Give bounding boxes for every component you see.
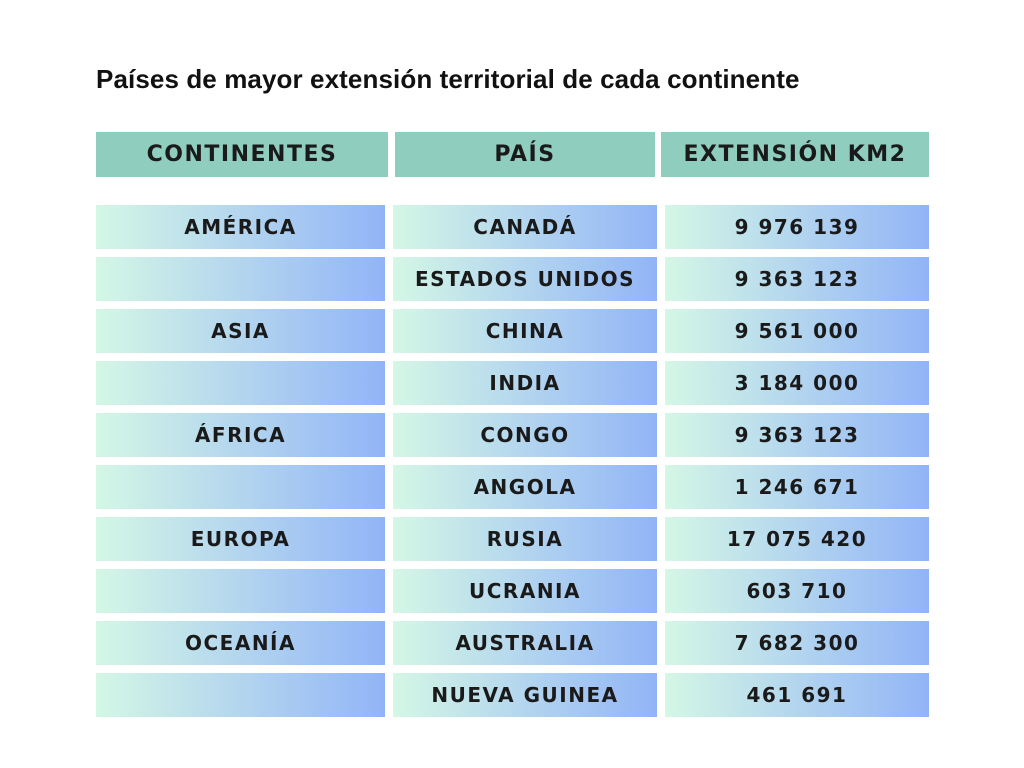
cell-pais: NUEVA GUINEA (393, 673, 657, 717)
cell-pais: UCRANIA (393, 569, 657, 613)
cell-extension: 9 976 139 (665, 205, 929, 249)
cell-pais: ESTADOS UNIDOS (393, 257, 657, 301)
cell-pais: ANGOLA (393, 465, 657, 509)
header-pais: PAÍS (395, 132, 655, 177)
cell-extension: 9 561 000 (665, 309, 929, 353)
cell-pais: RUSIA (393, 517, 657, 561)
cell-pais: INDIA (393, 361, 657, 405)
cell-extension: 9 363 123 (665, 257, 929, 301)
page-title: Países de mayor extensión territorial de… (96, 64, 800, 94)
cell-extension: 9 363 123 (665, 413, 929, 457)
cell-continente (96, 569, 385, 613)
cell-pais: CHINA (393, 309, 657, 353)
cell-extension: 17 075 420 (665, 517, 929, 561)
cell-continente: AMÉRICA (96, 205, 385, 249)
header-continentes: CONTINENTES (96, 132, 388, 177)
cell-continente: ASIA (96, 309, 385, 353)
cell-extension: 3 184 000 (665, 361, 929, 405)
cell-continente (96, 465, 385, 509)
cell-continente (96, 257, 385, 301)
cell-continente: EUROPA (96, 517, 385, 561)
cell-pais: AUSTRALIA (393, 621, 657, 665)
cell-extension: 7 682 300 (665, 621, 929, 665)
cell-extension: 603 710 (665, 569, 929, 613)
cell-extension: 1 246 671 (665, 465, 929, 509)
cell-pais: CANADÁ (393, 205, 657, 249)
cell-pais: CONGO (393, 413, 657, 457)
cell-extension: 461 691 (665, 673, 929, 717)
cell-continente: ÁFRICA (96, 413, 385, 457)
cell-continente (96, 361, 385, 405)
cell-continente: OCEANÍA (96, 621, 385, 665)
header-extension: EXTENSIÓN KM2 (661, 132, 929, 177)
cell-continente (96, 673, 385, 717)
